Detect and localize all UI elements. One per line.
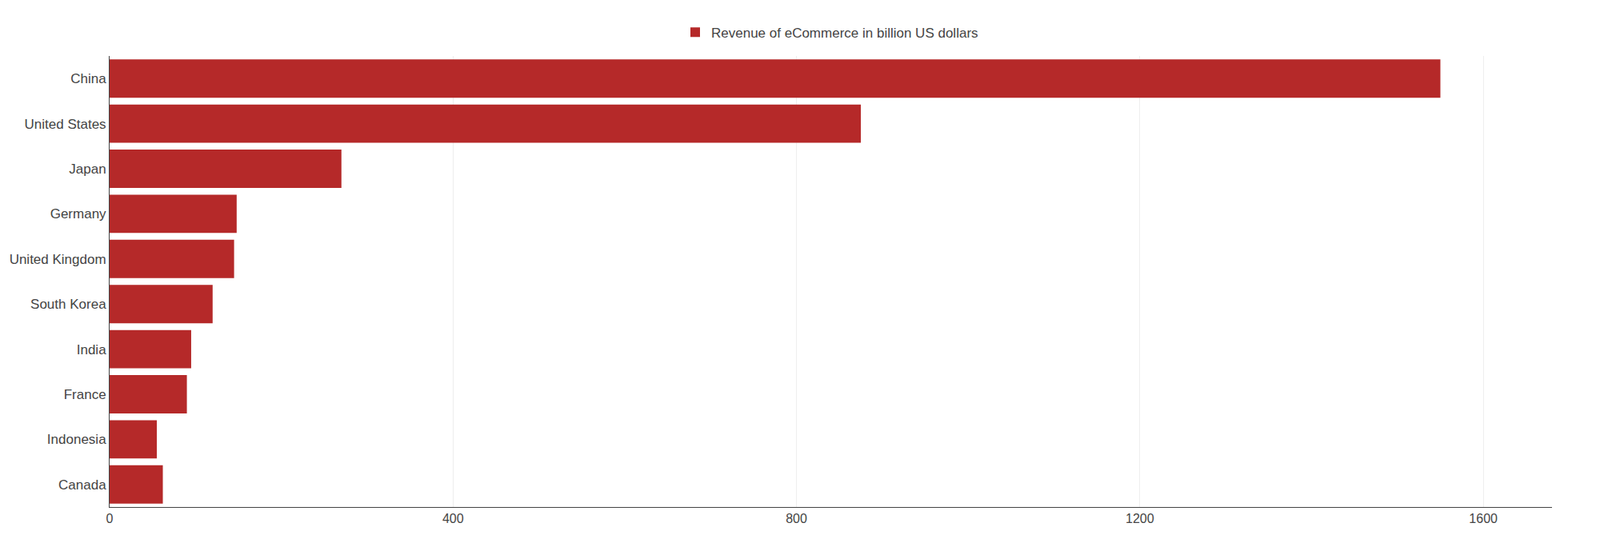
svg-text:Germany: Germany [50,206,107,222]
svg-text:800: 800 [785,512,808,526]
svg-text:United Kingdom: United Kingdom [9,252,107,268]
svg-text:United States: United States [24,116,107,132]
svg-text:China: China [70,71,107,87]
svg-text:France: France [64,387,107,403]
svg-text:Indonesia: Indonesia [47,432,107,448]
svg-text:400: 400 [442,512,464,526]
svg-text:Canada: Canada [58,477,107,493]
svg-text:1200: 1200 [1125,512,1155,526]
svg-text:1600: 1600 [1468,512,1498,526]
svg-text:South Korea: South Korea [30,296,107,312]
svg-text:India: India [76,342,107,358]
svg-text:Revenue of eCommerce in billio: Revenue of eCommerce in billion US dolla… [711,25,979,41]
svg-text:0: 0 [106,512,114,526]
svg-text:Japan: Japan [68,161,106,177]
